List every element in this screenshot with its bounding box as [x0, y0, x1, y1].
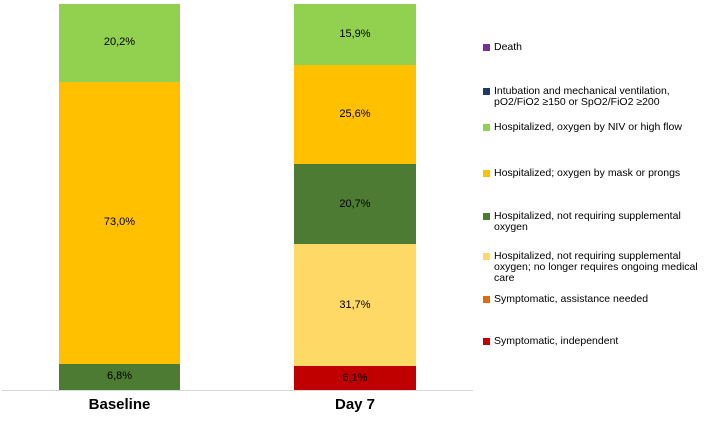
legend-label: Death — [494, 41, 523, 53]
segment-value-label: 73,0% — [103, 216, 136, 229]
legend-swatch-icon — [483, 170, 490, 177]
legend-label: Hospitalized, not requiring supplemental… — [494, 210, 681, 234]
legend-swatch-icon — [483, 88, 490, 95]
legend-swatch-icon — [483, 338, 490, 345]
bar-segment: 73,0% — [59, 81, 180, 364]
bar-segment: 15,9% — [294, 4, 416, 66]
segment-value-label: 20,7% — [339, 197, 371, 210]
legend-item: Hospitalized; oxygen by mask or prongs — [483, 167, 706, 179]
legend-swatch-icon — [483, 124, 490, 131]
legend-label: Symptomatic, assistance needed — [494, 293, 649, 305]
legend-label: Hospitalized, oxygen by NIV or high flow — [494, 121, 682, 133]
bar-segment: 20,2% — [59, 4, 180, 82]
segment-value-label: 31,7% — [339, 298, 371, 311]
legend-item: Hospitalized, oxygen by NIV or high flow — [483, 121, 706, 133]
bar-day7: 15,9% 25,6% 20,7% 31,7% 6,1% — [294, 4, 416, 390]
bar-segment: 6,1% — [294, 366, 416, 390]
legend-label: Intubation and mechanical ventilation, p… — [494, 85, 670, 109]
bar-segment: 20,7% — [294, 164, 416, 245]
segment-value-label: 15,9% — [339, 28, 371, 41]
legend-swatch-icon — [483, 296, 490, 303]
x-axis-label-day7: Day 7 — [334, 396, 376, 413]
legend-item: Symptomatic, assistance needed — [483, 293, 706, 305]
x-axis-line — [2, 390, 473, 391]
legend-item: Hospitalized, not requiring supplemental… — [483, 250, 706, 285]
legend-label: Hospitalized, not requiring supplemental… — [494, 250, 698, 285]
bar-segment: 31,7% — [294, 244, 416, 367]
segment-value-label: 6,8% — [106, 370, 133, 383]
bar-baseline: 20,2% 73,0% 6,8% — [59, 4, 180, 390]
bar-segment: 25,6% — [294, 65, 416, 165]
legend-item: Death — [483, 41, 706, 53]
segment-value-label: 20,2% — [103, 36, 136, 49]
legend-item: Hospitalized, not requiring supplemental… — [483, 210, 706, 234]
legend-swatch-icon — [483, 44, 490, 51]
legend-label: Symptomatic, independent — [494, 335, 619, 347]
x-axis-label-baseline: Baseline — [88, 396, 151, 413]
legend-item: Intubation and mechanical ventilation, p… — [483, 85, 706, 109]
plot-area: 20,2% 73,0% 6,8% 15,9% 25,6% 20,7% 31,7% 6,1% … — [2, 4, 473, 413]
legend-swatch-icon — [483, 213, 490, 220]
legend-swatch-icon — [483, 253, 490, 260]
legend-label: Hospitalized; oxygen by mask or prongs — [494, 167, 681, 179]
legend-item: Symptomatic, independent — [483, 335, 706, 347]
segment-value-label: 25,6% — [339, 108, 371, 121]
segment-value-label: 6,1% — [342, 371, 368, 384]
bar-segment: 6,8% — [59, 363, 180, 390]
legend: Death Intubation and mechanical ventilati… — [483, 0, 708, 421]
